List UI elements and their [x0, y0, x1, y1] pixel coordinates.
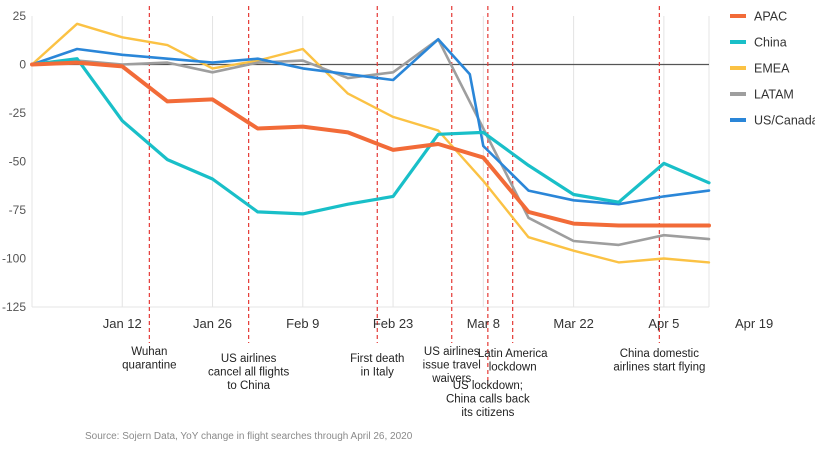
event-annotation: US lockdown; China calls back its citizens	[446, 380, 530, 419]
legend-label: China	[754, 36, 787, 50]
legend: APAC China EMEA LATAM US/Canada	[730, 10, 815, 128]
gridlines	[31, 16, 710, 308]
event-annotation: First death in Italy	[350, 353, 404, 379]
y-tick-label: -50	[9, 155, 27, 169]
series-line-latam	[30, 37, 711, 247]
y-tick-label: 0	[19, 58, 26, 72]
y-tick-label: 25	[13, 9, 27, 23]
series-lines	[30, 22, 711, 264]
x-tick-label: Mar 22	[553, 316, 593, 331]
y-tick-label: -125	[2, 300, 26, 314]
x-tick-label: Mar 8	[467, 316, 500, 331]
y-tick-label: -100	[2, 252, 26, 266]
y-tick-label: -75	[9, 203, 27, 217]
source-note: Source: Sojern Data, YoY change in fligh…	[85, 431, 413, 442]
x-tick-label: Feb 9	[286, 316, 319, 331]
event-annotation: China domestic airlines start flying	[613, 348, 705, 374]
y-axis-ticks: 25 0 -25 -50 -75 -100 -125	[2, 9, 26, 314]
event-annotation: US airlines cancel all flights to China	[208, 353, 289, 392]
x-tick-label: Apr 19	[735, 316, 773, 331]
x-tick-label: Feb 23	[373, 316, 413, 331]
legend-label: APAC	[754, 10, 787, 24]
y-tick-label: -25	[9, 106, 27, 120]
series-line-us-canada	[30, 37, 711, 206]
x-tick-label: Jan 12	[103, 316, 142, 331]
series-line-china	[30, 57, 711, 216]
event-annotation: US airlines issue travel waivers	[423, 346, 481, 385]
series-line-emea	[30, 22, 711, 264]
event-annotation: Latin America lockdown	[478, 348, 548, 374]
legend-label: EMEA	[754, 62, 790, 76]
series-line-apac	[30, 60, 711, 228]
event-annotation: Wuhan quarantine	[122, 346, 176, 372]
x-axis-ticks: Jan 12 Jan 26 Feb 9 Feb 23 Mar 8 Mar 22 Apr 5 A…	[103, 316, 774, 331]
x-tick-label: Jan 26	[193, 316, 232, 331]
x-tick-label: Apr 5	[648, 316, 679, 331]
legend-label: LATAM	[754, 88, 794, 102]
event-annotations: Wuhan quarantine US airlines cancel all fli…	[122, 346, 705, 419]
legend-label: US/Canada	[754, 114, 815, 128]
